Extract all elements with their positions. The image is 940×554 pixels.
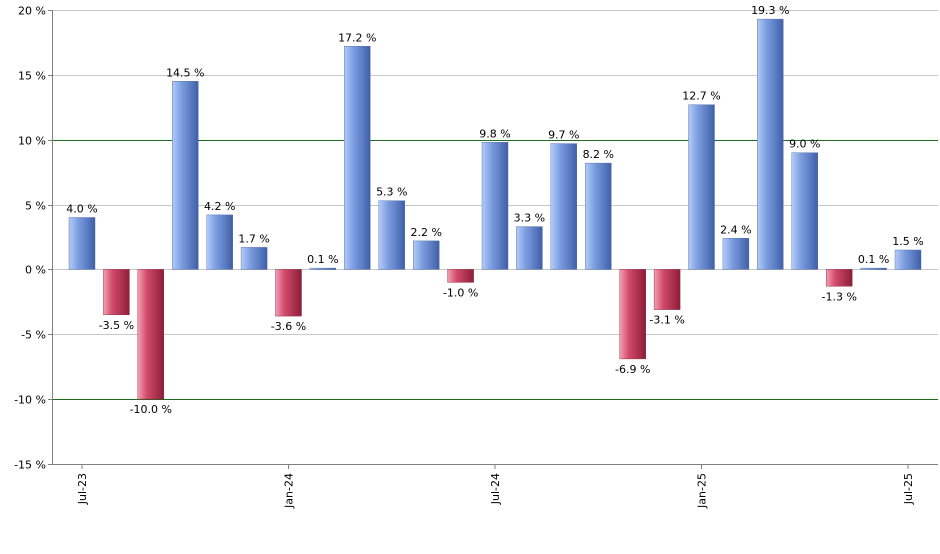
y-tick-label: 10 %	[18, 135, 46, 148]
bar	[447, 269, 474, 283]
bar	[68, 217, 96, 270]
data-label: 9.7 %	[548, 129, 579, 142]
data-label: 12.7 %	[682, 90, 720, 103]
bar	[137, 269, 165, 400]
y-tick-label: -15 %	[14, 459, 46, 472]
bar	[172, 81, 199, 270]
data-label: -3.1 %	[649, 314, 684, 327]
data-label: 0.1 %	[858, 253, 889, 266]
bar	[275, 269, 302, 317]
bar	[309, 267, 337, 270]
data-label: -1.0 %	[443, 286, 478, 299]
bar	[860, 267, 887, 270]
data-label: 5.3 %	[376, 186, 407, 199]
data-label: 3.3 %	[514, 212, 545, 225]
y-tick-label: 0 %	[25, 264, 46, 277]
x-tick-label: Jul-24	[489, 473, 502, 505]
data-label: 9.0 %	[789, 138, 820, 151]
y-tick-label: -5 %	[21, 329, 46, 342]
x-tick-label: Jul-25	[902, 473, 915, 505]
data-label: -10.0 %	[130, 403, 172, 416]
bar	[688, 104, 715, 270]
data-label: 4.2 %	[204, 200, 235, 213]
bar	[378, 200, 405, 270]
bar	[206, 214, 233, 270]
x-tick-label: Jan-25	[696, 473, 709, 509]
bar	[653, 269, 681, 310]
data-label: -6.9 %	[615, 363, 650, 376]
data-label: 14.5 %	[166, 66, 204, 79]
bar	[619, 269, 646, 360]
data-label: -3.6 %	[271, 320, 306, 333]
data-label: 9.8 %	[479, 127, 510, 140]
data-label: 1.7 %	[238, 232, 269, 245]
bar	[757, 18, 784, 270]
data-label: -1.3 %	[821, 290, 856, 303]
bar	[413, 240, 440, 270]
data-label: 2.2 %	[410, 226, 441, 239]
bar	[344, 46, 371, 270]
data-label: 17.2 %	[338, 31, 376, 44]
value-label-layer: 4.0 % -3.5 % -10.0 % 14.5 % 4.2 % 1.7 % -3.6 %…	[66, 4, 923, 416]
data-label: 0.1 %	[307, 253, 338, 266]
data-label: 8.2 %	[583, 148, 614, 161]
x-tick-label: Jan-24	[283, 473, 296, 509]
data-label: 2.4 %	[720, 223, 751, 236]
data-label: -3.5 %	[99, 319, 134, 332]
bar	[585, 162, 612, 270]
y-tick-label: 5 %	[25, 200, 46, 213]
x-tick-label: Jul-23	[76, 473, 89, 505]
bar	[550, 143, 577, 270]
data-label: 19.3 %	[751, 4, 789, 17]
bar	[516, 226, 543, 270]
bar	[240, 247, 268, 270]
data-label: 1.5 %	[892, 235, 923, 248]
axis-layer: -15 % -10 % -5 % 0 % 5 % 10 % 15 % 20 % Jul-23 Ja…	[14, 5, 938, 509]
y-tick-label: 15 %	[18, 70, 46, 83]
bar	[103, 269, 130, 315]
bar	[791, 152, 818, 270]
y-tick-label: 20 %	[18, 5, 46, 18]
bar	[722, 238, 750, 270]
bar	[894, 249, 922, 270]
data-label: 4.0 %	[66, 203, 97, 216]
bar-layer	[68, 18, 922, 400]
bar	[826, 269, 853, 287]
y-tick-label: -10 %	[14, 394, 46, 407]
bar	[481, 142, 509, 270]
